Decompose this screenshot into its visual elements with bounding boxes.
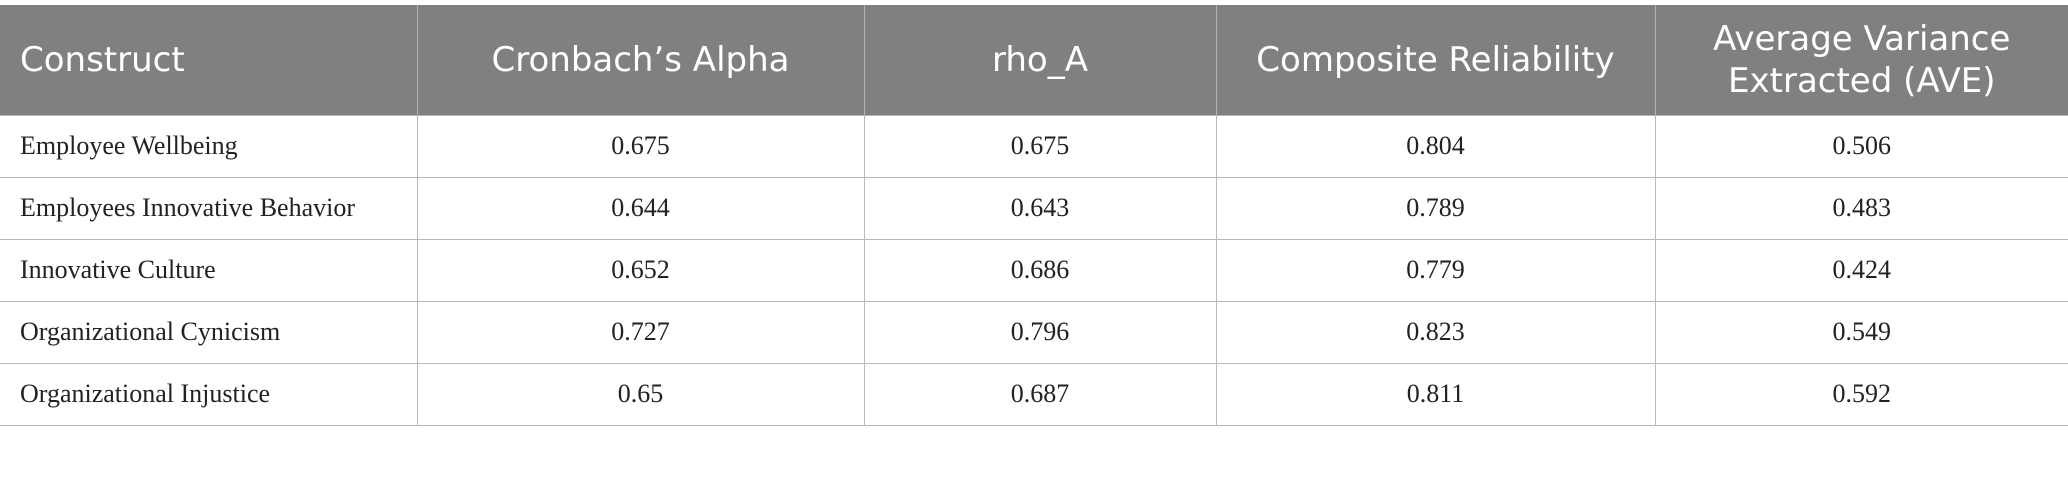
header-cell: Construct <box>0 5 417 116</box>
value-cell: 0.823 <box>1215 301 1656 364</box>
header-row: Construct Cronbach’s Alpha rho_A Composite … <box>0 5 2068 116</box>
construct-cell: Employees Innovative Behavior <box>0 177 418 240</box>
value-cell: 0.779 <box>1215 239 1656 302</box>
value-cell: 0.643 <box>863 177 1217 240</box>
table-row: Organizational Injustice 0.65 0.687 0.811 0.… <box>0 363 2068 426</box>
construct-cell: Employee Wellbeing <box>0 115 418 178</box>
value-cell: 0.687 <box>863 363 1217 426</box>
value-cell: 0.592 <box>1654 363 2068 426</box>
value-cell: 0.686 <box>863 239 1217 302</box>
header-cell: rho_A <box>863 5 1216 116</box>
table-body: Employee Wellbeing 0.675 0.675 0.804 0.506 Em… <box>0 115 2068 426</box>
value-cell: 0.483 <box>1654 177 2068 240</box>
table-row: Organizational Cynicism 0.727 0.796 0.823 0.… <box>0 301 2068 364</box>
value-cell: 0.675 <box>863 115 1217 178</box>
value-cell: 0.644 <box>416 177 865 240</box>
value-cell: 0.65 <box>416 363 865 426</box>
value-cell: 0.811 <box>1215 363 1656 426</box>
table-header: Construct Cronbach’s Alpha rho_A Composite … <box>0 5 2068 116</box>
value-cell: 0.796 <box>863 301 1217 364</box>
table-row: Employee Wellbeing 0.675 0.675 0.804 0.506 <box>0 115 2068 178</box>
page: Construct Cronbach’s Alpha rho_A Composite … <box>0 5 2068 490</box>
header-cell: Average Variance Extracted (AVE) <box>1654 5 2068 116</box>
value-cell: 0.789 <box>1215 177 1656 240</box>
header-cell: Composite Reliability <box>1215 5 1655 116</box>
value-cell: 0.549 <box>1654 301 2068 364</box>
value-cell: 0.652 <box>416 239 865 302</box>
table-row: Innovative Culture 0.652 0.686 0.779 0.424 <box>0 239 2068 302</box>
reliability-table: Construct Cronbach’s Alpha rho_A Composite … <box>0 5 2068 426</box>
construct-cell: Organizational Cynicism <box>0 301 418 364</box>
value-cell: 0.804 <box>1215 115 1656 178</box>
value-cell: 0.506 <box>1654 115 2068 178</box>
construct-cell: Innovative Culture <box>0 239 418 302</box>
table-row: Employees Innovative Behavior 0.644 0.643 0… <box>0 177 2068 240</box>
construct-cell: Organizational Injustice <box>0 363 418 426</box>
value-cell: 0.424 <box>1654 239 2068 302</box>
header-cell: Cronbach’s Alpha <box>416 5 864 116</box>
value-cell: 0.675 <box>416 115 865 178</box>
value-cell: 0.727 <box>416 301 865 364</box>
